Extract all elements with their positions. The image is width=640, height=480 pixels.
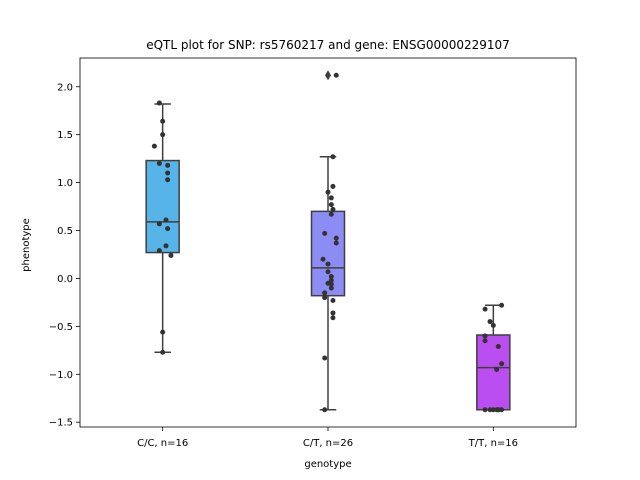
data-point <box>499 361 505 367</box>
data-point <box>165 226 171 232</box>
data-point <box>322 290 328 296</box>
data-point <box>325 261 331 267</box>
plot-frame <box>79 57 577 428</box>
data-point <box>322 407 328 413</box>
y-tick-label: −0.5 <box>49 322 73 333</box>
data-point <box>165 162 171 168</box>
data-point <box>482 333 488 339</box>
data-point <box>482 407 488 413</box>
data-point <box>325 189 331 195</box>
x-axis-label: genotype <box>304 459 351 470</box>
data-point <box>156 100 162 106</box>
data-point <box>160 349 166 355</box>
data-point <box>330 310 336 316</box>
data-point <box>325 269 331 275</box>
data-point <box>330 206 336 212</box>
data-point <box>328 195 334 201</box>
data-point <box>494 366 500 372</box>
data-point <box>163 243 169 249</box>
data-point <box>482 306 488 312</box>
box <box>476 334 511 411</box>
data-point <box>333 240 339 246</box>
data-point <box>328 202 334 208</box>
data-point <box>328 285 334 291</box>
data-point <box>333 235 339 241</box>
data-point <box>499 302 505 308</box>
data-point <box>156 160 162 166</box>
y-tick-label: 0.5 <box>57 226 73 237</box>
y-tick-label: −1.5 <box>49 418 73 429</box>
data-point <box>330 297 336 303</box>
data-point <box>330 183 336 189</box>
chart-title: eQTL plot for SNP: rs5760217 and gene: E… <box>146 38 510 52</box>
plot-area: −1.5 −1.0 −0.5 0.0 0.5 1.0 1.5 2.0 C/C, n=16 C/T,… <box>49 57 577 449</box>
y-tick-label: 1.0 <box>57 178 73 189</box>
data-point <box>320 256 326 262</box>
data-point <box>487 319 493 325</box>
y-axis-label: phenotype <box>21 218 32 272</box>
x-tick-label: C/C, n=16 <box>137 438 188 449</box>
data-point <box>328 274 334 280</box>
y-tick-label: 2.0 <box>57 82 73 93</box>
data-point <box>322 295 328 301</box>
data-point <box>322 355 328 361</box>
y-tick-label: 1.5 <box>57 130 73 141</box>
data-point <box>490 322 496 328</box>
data-point <box>330 154 336 160</box>
data-point <box>333 72 339 78</box>
x-tick-label: T/T, n=16 <box>468 438 518 449</box>
data-point <box>328 281 334 287</box>
data-point <box>328 211 334 217</box>
data-point <box>160 132 166 138</box>
data-point <box>156 221 162 227</box>
data-point <box>165 177 171 183</box>
data-point <box>499 407 505 413</box>
y-tick-label: 0.0 <box>57 274 73 285</box>
data-point <box>482 338 488 344</box>
data-point <box>168 252 174 258</box>
y-tick-label: −1.0 <box>49 370 73 381</box>
data-point <box>160 118 166 124</box>
data-point <box>328 277 334 283</box>
outlier-marker <box>325 70 331 81</box>
box <box>145 159 180 254</box>
data-point <box>322 230 328 236</box>
data-point <box>156 248 162 254</box>
data-point <box>165 170 171 176</box>
data-point <box>330 315 336 321</box>
data-point <box>151 143 157 149</box>
data-point <box>495 343 501 349</box>
data-point <box>163 217 169 223</box>
x-tick-label: C/T, n=26 <box>303 438 353 449</box>
data-point <box>160 329 166 335</box>
